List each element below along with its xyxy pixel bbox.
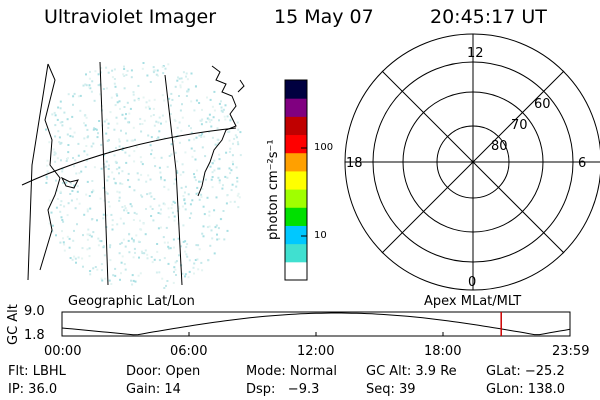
info-seq: Seq: 39: [366, 382, 416, 397]
colorbar-segment: [285, 134, 307, 154]
time-label-1800: 18:00: [424, 344, 462, 359]
info-glat: GLat: −25.2: [486, 364, 565, 379]
altitude-axis-title: GC Alt: [6, 304, 21, 345]
info-gc-alt: GC Alt: 3.9 Re: [366, 364, 457, 379]
caption-geographic: Geographic Lat/Lon: [68, 294, 195, 309]
colorbar-segment: [285, 98, 307, 117]
meridian-2: [99, 61, 109, 286]
colorbar-segment: [285, 170, 307, 190]
info-flt: Flt: LBHL: [8, 364, 66, 379]
colorbar-segment: [285, 225, 307, 245]
info-gain: Gain: 14: [126, 382, 181, 397]
info-ip: IP: 36.0: [8, 382, 58, 397]
meridian-3: [164, 74, 183, 286]
time-label: 20:45:17 UT: [430, 6, 547, 28]
info-glon: GLon: 138.0: [486, 382, 566, 397]
info-door: Door: Open: [126, 364, 201, 379]
axis-diagonal-2: [381, 70, 565, 254]
coastline-right: [197, 65, 237, 197]
altitude-tick-max: 9.0: [24, 304, 45, 319]
latitude-line: [21, 127, 237, 186]
auroral-image-speckles: [45, 62, 242, 289]
meridian-1: [27, 63, 49, 281]
coastline-island: [237, 79, 245, 93]
lat-label-80: 80: [491, 139, 508, 154]
colorbar-segment: [285, 243, 307, 263]
info-mode: Mode: Normal: [246, 364, 337, 379]
colorbar-segment: [285, 80, 307, 99]
colorbar-segment: [285, 261, 307, 281]
colorbar-segment: [285, 189, 307, 208]
polar-grid: [344, 33, 600, 291]
colorbar-segment: [285, 207, 307, 226]
time-label-2359: 23:59: [552, 344, 590, 359]
colorbar-segment: [285, 152, 307, 172]
coastline-cape: [60, 176, 79, 189]
time-label-1200: 12:00: [297, 344, 335, 359]
lat-label-60: 60: [534, 97, 551, 112]
colorbar-segment: [285, 116, 307, 136]
info-dsp: Dsp: −9.3: [246, 382, 320, 397]
date-label: 15 May 07: [274, 6, 374, 28]
altitude-curve: [61, 312, 571, 336]
colorbar-frame: [284, 79, 308, 281]
colorbar-tick-100: 100: [314, 142, 334, 153]
colorbar-tick-10: 10: [314, 230, 327, 241]
colorbar-unit-label: photon cm⁻²s⁻¹: [266, 139, 281, 240]
altitude-x-ticks: [188, 332, 444, 336]
altitude-tick-min: 1.8: [24, 328, 45, 343]
mlt-label-12: 12: [467, 46, 484, 61]
mlt-label-18: 18: [346, 156, 363, 171]
time-label-0600: 06:00: [170, 344, 208, 359]
caption-apex: Apex MLat/MLT: [424, 294, 522, 309]
lat-label-70: 70: [511, 118, 528, 133]
time-label-0000: 00:00: [44, 344, 82, 359]
mlt-label-6: 6: [578, 156, 587, 171]
colorbar: [285, 80, 307, 281]
instrument-title: Ultraviolet Imager: [44, 6, 217, 28]
mlt-label-0: 0: [468, 275, 477, 290]
